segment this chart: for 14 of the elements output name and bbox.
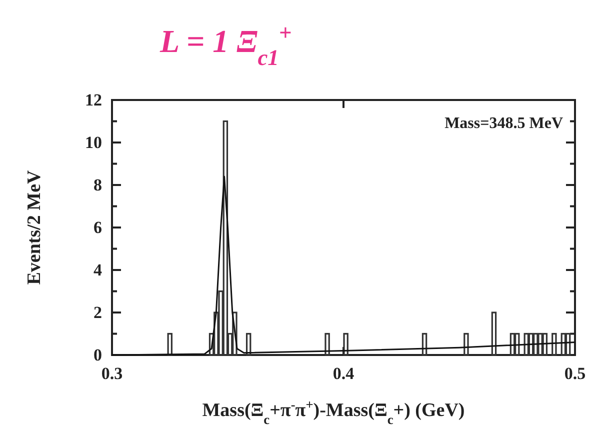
text: Mass(Ξ$_{c}$+π$^{-}$π$^{+}$)-Mass(Ξ$_{c}$+) (GeV) — [202, 396, 465, 426]
y-tick-label: 12 — [85, 90, 102, 110]
y-tick-label: 10 — [85, 132, 102, 152]
annotation: Mass=348.5 MeV — [444, 115, 564, 132]
y-tick-label: 6 — [94, 218, 102, 237]
x-tick-label: 0.4 — [332, 364, 355, 384]
y-tick-label: 8 — [94, 175, 102, 194]
y-axis-title: Events/2 MeV — [24, 170, 45, 285]
y-tick-label: 0 — [94, 345, 102, 364]
line-series — [111, 176, 576, 356]
y-tick-label: 2 — [94, 302, 102, 322]
x-tick-label: 0.5 — [564, 364, 586, 384]
y-tick-label: 4 — [94, 260, 102, 280]
x-tick-label: 0.3 — [101, 364, 123, 384]
